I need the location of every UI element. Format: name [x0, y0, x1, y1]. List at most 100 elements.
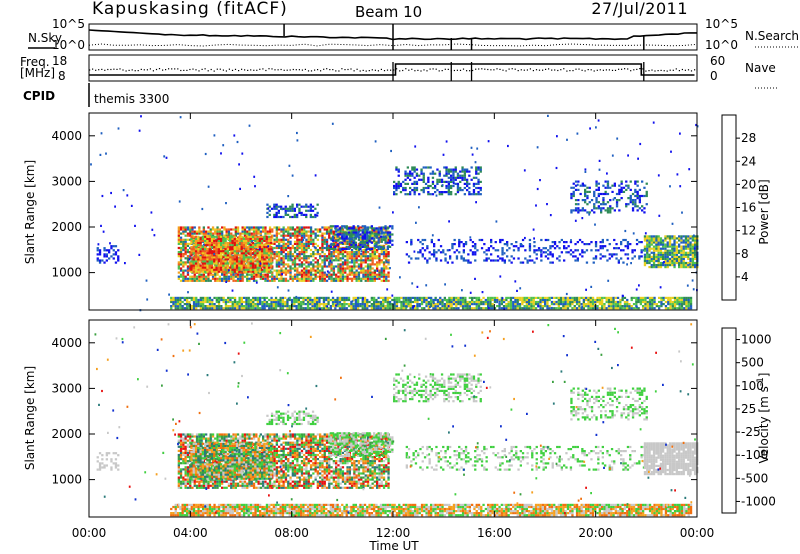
- nave-dot: [645, 70, 647, 72]
- power-cell: [593, 192, 596, 196]
- power-cell: [539, 296, 542, 299]
- power-cell: [197, 303, 200, 306]
- power-cell: [230, 277, 233, 280]
- power-cell: [398, 307, 401, 310]
- power-cell: [631, 249, 634, 252]
- power-cell: [291, 205, 294, 208]
- power-cell: [323, 232, 326, 235]
- power-cell: [179, 305, 182, 308]
- power-cell: [220, 235, 223, 238]
- power-cell: [610, 300, 613, 304]
- power-cell: [251, 262, 255, 265]
- power-cell: [380, 269, 383, 272]
- power-cell: [363, 237, 367, 240]
- power-cell: [238, 260, 241, 263]
- power-cell: [373, 230, 376, 233]
- power-cell: [382, 267, 386, 270]
- power-cell: [200, 277, 203, 280]
- power-cell: [492, 259, 495, 262]
- power-cell: [563, 241, 566, 244]
- power-cell: [275, 253, 278, 256]
- power-cell: [281, 307, 285, 310]
- power-cell: [357, 273, 361, 276]
- power-cell: [464, 300, 467, 304]
- power-cell: [387, 267, 390, 270]
- power-cell: [327, 296, 330, 299]
- power-cell: [267, 256, 271, 259]
- power-cell: [461, 166, 464, 169]
- power-cell: [335, 265, 338, 268]
- power-cell: [496, 305, 499, 308]
- power-cell: [376, 230, 379, 233]
- power-cell: [270, 235, 273, 238]
- power-cell: [242, 241, 246, 245]
- power-cell: [343, 225, 346, 228]
- power-cell: [376, 248, 379, 252]
- power-cell: [284, 244, 288, 247]
- power-cell: [373, 303, 376, 306]
- power-cell: [612, 298, 615, 302]
- power-cell: [197, 300, 200, 304]
- power-cell: [280, 271, 283, 274]
- power-cell: [489, 300, 492, 304]
- power-cell: [297, 298, 300, 302]
- power-cell: [609, 211, 612, 214]
- power-cell: [282, 279, 285, 282]
- nave-dot: [414, 70, 416, 72]
- power-cell: [570, 192, 573, 196]
- power-cell: [415, 172, 419, 175]
- power-cell: [559, 307, 563, 310]
- power-cell: [378, 277, 381, 280]
- power-cell: [473, 296, 476, 299]
- power-cell: [240, 243, 243, 247]
- power-cell: [254, 235, 257, 238]
- power-cell: [293, 251, 297, 254]
- power-cell: [445, 305, 449, 308]
- power-cell: [566, 298, 570, 302]
- power-cell: [297, 305, 300, 308]
- power-cell: [344, 267, 347, 270]
- power-cell: [309, 298, 312, 302]
- power-cell: [386, 247, 389, 250]
- power-cell: [387, 259, 390, 262]
- power-cell: [624, 245, 627, 248]
- power-cell: [361, 307, 364, 310]
- power-cell: [200, 261, 203, 264]
- power-cell: [217, 264, 220, 267]
- power-cell: [204, 243, 207, 247]
- power-cell: [533, 241, 536, 244]
- power-cell: [590, 209, 594, 212]
- power-cell: [528, 259, 532, 262]
- power-cell: [217, 305, 221, 308]
- power-cell: [193, 226, 196, 229]
- power-cell: [373, 239, 376, 242]
- power-cell: [385, 275, 388, 278]
- power-cell: [680, 298, 684, 302]
- power-cell: [328, 244, 331, 247]
- power-cell: [305, 240, 308, 243]
- power-cell: [192, 246, 195, 249]
- power-cell: [439, 298, 442, 302]
- power-cell: [355, 255, 358, 258]
- power-cell: [451, 245, 454, 248]
- power-cell: [289, 207, 292, 210]
- power-cell: [480, 247, 484, 250]
- power-cell: [559, 298, 563, 302]
- power-cell: [376, 251, 379, 254]
- power-cell: [643, 237, 647, 240]
- power-cell: [335, 273, 338, 276]
- power-cell: [231, 300, 234, 304]
- power-cell: [204, 270, 207, 273]
- power-cell: [456, 174, 460, 177]
- power-cell: [347, 303, 351, 306]
- power-cell: [170, 305, 173, 308]
- power-cell: [191, 230, 194, 233]
- power-cell: [336, 303, 339, 306]
- power-cell: [215, 243, 218, 247]
- power-cell: [364, 269, 367, 272]
- power-cell: [192, 260, 195, 263]
- power-cell: [245, 303, 248, 306]
- power-cell: [413, 182, 416, 185]
- power-cell: [218, 230, 221, 233]
- power-cell: [286, 213, 290, 216]
